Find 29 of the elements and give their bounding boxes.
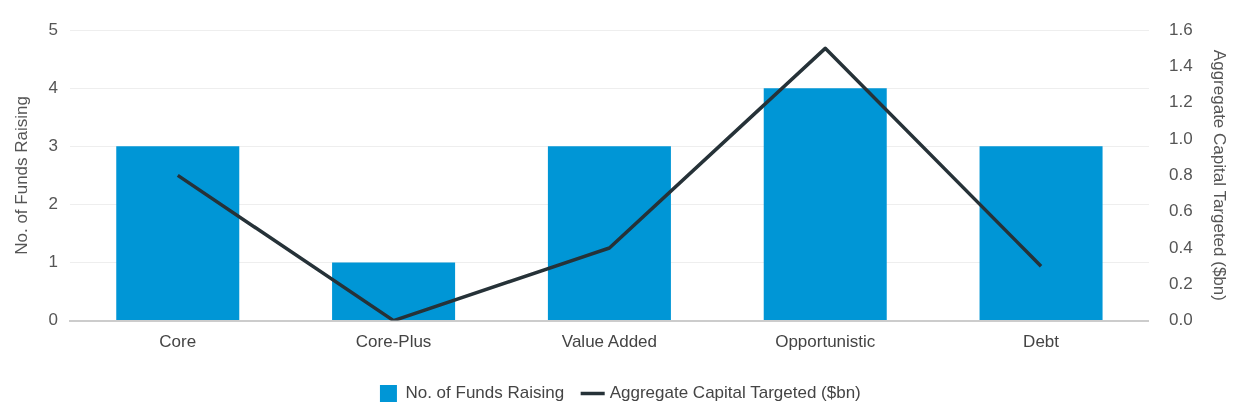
y2-tick-label: 0.0 [1168,310,1193,330]
bar [979,146,1103,321]
y-axis-title: No. of Funds Raising [11,96,31,255]
y-tick-label: 5 [48,19,58,39]
y-tick-label: 3 [48,136,58,156]
y-tick-label: 2 [48,194,58,214]
y2-tick-label: 1.0 [1168,128,1193,148]
y-tick-label: 1 [48,252,58,272]
x-tick-label: Debt [1023,332,1060,352]
y-tick-label: 0 [48,310,58,330]
y2-tick-label: 1.6 [1168,19,1193,39]
legend-label: Aggregate Capital Targeted ($bn) [609,383,861,403]
y2-tick-label: 1.4 [1168,56,1193,76]
bar [116,146,240,321]
y2-tick-label: 0.6 [1168,201,1193,221]
x-tick-label: Core [159,332,197,352]
x-tick-label: Opportunistic [775,332,876,352]
legend-label: No. of Funds Raising [405,383,565,403]
y2-tick-label: 0.8 [1168,165,1193,185]
bar [763,88,887,321]
y2-axis-title: Aggregate Capital Targeted ($bn) [1210,49,1230,301]
bar [332,262,456,321]
x-tick-label: Core-Plus [355,332,432,352]
y2-tick-label: 0.4 [1168,237,1193,257]
x-tick-label: Value Added [561,332,657,352]
y2-tick-label: 1.2 [1168,92,1193,112]
y-tick-label: 4 [48,77,58,97]
y2-tick-label: 0.2 [1168,273,1193,293]
bar [547,146,671,321]
